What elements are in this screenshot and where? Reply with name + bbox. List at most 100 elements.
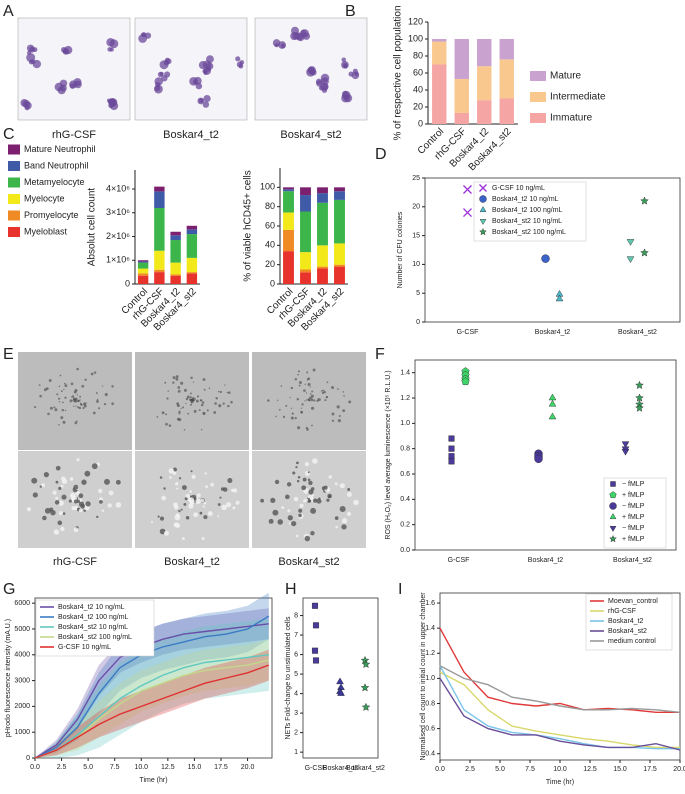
speck xyxy=(322,389,325,392)
line xyxy=(439,627,680,713)
speck xyxy=(304,400,306,402)
cell xyxy=(311,493,315,497)
bar-segment xyxy=(283,229,294,252)
cell xyxy=(343,64,348,69)
y-tick-label: 0.8 xyxy=(400,446,410,453)
bar-segment xyxy=(186,225,198,230)
cell xyxy=(290,32,299,41)
cell xyxy=(341,524,347,530)
legend-label: G-CSF 10 ng/mL xyxy=(492,185,545,192)
cell xyxy=(154,85,161,92)
marker xyxy=(361,702,371,711)
cell xyxy=(231,488,235,492)
bar-segment xyxy=(300,272,311,284)
legend-label: Boskar4_st2 xyxy=(608,628,647,635)
cell xyxy=(298,513,302,518)
legend-label: Boskar4_st2 100 ng/mL xyxy=(492,229,566,236)
bar-segment xyxy=(170,262,181,275)
speck xyxy=(34,406,37,409)
marker xyxy=(361,659,371,669)
speck xyxy=(227,404,230,408)
cell xyxy=(239,60,245,65)
x-axis-label: Time (hr) xyxy=(139,777,167,784)
marker xyxy=(448,458,455,465)
y-tick-label: 0 xyxy=(418,118,423,128)
speck xyxy=(43,388,47,392)
image-caption: rhG-CSF xyxy=(53,556,97,568)
bar-segment xyxy=(170,240,181,263)
speck xyxy=(214,402,217,405)
bar-segment xyxy=(477,66,492,101)
y-tick-label: 25 xyxy=(412,175,420,182)
y-tick-label: 1.2 xyxy=(400,395,410,402)
cell xyxy=(115,502,122,508)
legend-swatch xyxy=(530,92,546,102)
cell xyxy=(61,494,67,500)
cell xyxy=(163,487,166,490)
cell xyxy=(339,483,345,489)
speck xyxy=(189,398,193,402)
cell xyxy=(32,492,38,498)
speck xyxy=(180,381,184,385)
bar-segment xyxy=(186,273,198,284)
speck xyxy=(267,399,270,402)
marker xyxy=(621,441,630,448)
cell xyxy=(287,509,291,513)
y-tick-label: 7 xyxy=(294,632,298,639)
speck xyxy=(38,384,41,387)
cell xyxy=(109,47,114,52)
marker xyxy=(479,184,487,192)
cell xyxy=(202,101,210,108)
image-caption: Boskar4_t2 xyxy=(163,129,219,141)
speck xyxy=(192,381,195,383)
bar-segment xyxy=(170,274,181,276)
speck xyxy=(300,407,303,409)
speck xyxy=(316,399,319,402)
y-tick-label: 5 xyxy=(294,671,298,678)
y-tick-label: 120 xyxy=(408,16,423,26)
y-tick-label: 5 xyxy=(416,290,420,297)
speck xyxy=(71,395,75,398)
bar-segment xyxy=(154,250,165,270)
cell xyxy=(159,71,164,76)
speck xyxy=(70,382,74,386)
y-tick-label: 20 xyxy=(412,204,420,211)
panel-letter: E xyxy=(3,346,14,363)
cell xyxy=(84,470,91,477)
speck xyxy=(156,415,159,418)
cell xyxy=(299,503,304,508)
x-tick-label: 20.0 xyxy=(241,764,255,771)
y-tick-label: 4 xyxy=(294,690,298,697)
speck xyxy=(304,383,306,385)
cell xyxy=(316,498,322,504)
cell xyxy=(168,468,175,474)
marker xyxy=(337,689,345,696)
line xyxy=(439,665,680,750)
speck xyxy=(342,391,345,393)
cell xyxy=(99,499,103,504)
cell xyxy=(104,478,110,485)
cell xyxy=(59,84,67,92)
cell xyxy=(78,508,83,513)
bar-segment xyxy=(334,243,345,265)
speck xyxy=(92,411,96,415)
bar-segment xyxy=(283,187,294,190)
speck xyxy=(290,407,293,409)
y-tick-label: 3 xyxy=(294,710,298,717)
speck xyxy=(185,402,187,405)
bar-segment xyxy=(154,272,165,284)
y-tick-label: 6 xyxy=(294,651,298,658)
cell xyxy=(312,498,318,503)
cell xyxy=(39,485,42,488)
bar-segment xyxy=(334,264,345,267)
cell xyxy=(42,515,47,521)
cell xyxy=(312,458,318,464)
bar-segment xyxy=(432,64,447,124)
cell xyxy=(227,478,233,484)
cell xyxy=(26,507,32,512)
speck xyxy=(58,397,61,400)
cell xyxy=(295,465,298,469)
speck xyxy=(213,411,217,414)
cell xyxy=(268,518,274,524)
y-tick-label: 1.2 xyxy=(425,650,435,657)
